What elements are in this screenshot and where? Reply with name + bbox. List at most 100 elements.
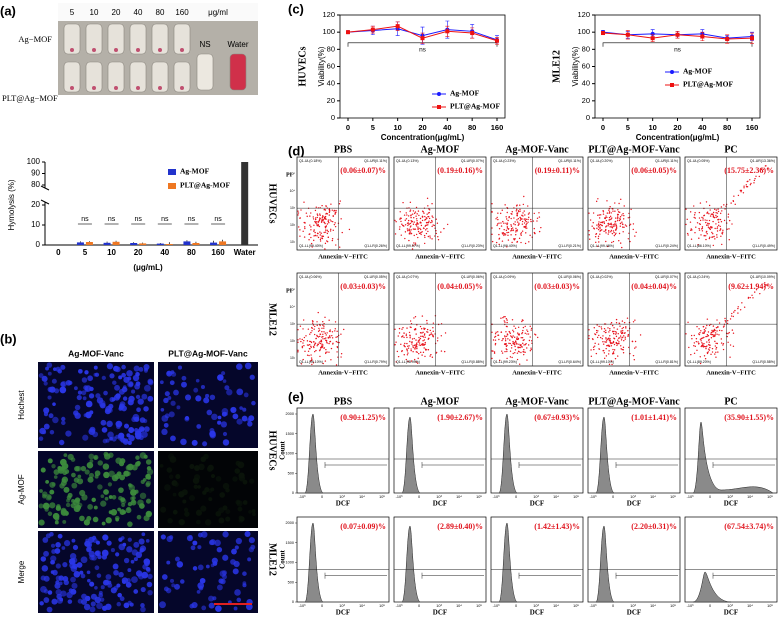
event [515,210,518,212]
event [491,203,493,205]
event [608,350,610,352]
event [737,306,739,308]
event [727,332,729,335]
cell [178,491,185,498]
x-tick-label: 10 [107,248,116,257]
y-tick-label: 120 [322,10,335,19]
cell [104,496,109,501]
event [497,331,499,333]
significance: ns [188,216,196,223]
event [402,326,404,329]
event [404,342,406,345]
event [716,234,718,236]
event [599,336,602,339]
event [634,340,637,343]
cell [86,570,91,575]
event [318,220,320,223]
cell [106,363,114,370]
event [321,237,324,240]
event [716,227,718,230]
event [599,214,602,216]
cell [40,556,47,562]
row-label: Ag-MOF [17,474,26,504]
cell [94,550,102,557]
tick-label: 10³ [290,206,296,210]
event [708,237,711,240]
event [400,217,402,220]
event [513,343,515,346]
event [600,221,602,224]
cell [47,590,53,595]
event [698,217,701,219]
event [527,330,529,333]
cell [70,457,76,462]
event [516,208,518,211]
y-axis-label: Viability(%) [571,46,580,86]
event [338,341,340,344]
cell [233,606,238,611]
event [432,224,434,226]
event [530,327,533,330]
event [496,216,498,219]
event [619,335,622,337]
event [591,338,594,340]
quadrant-label: Q1-UL(0.07%) [396,275,419,279]
event [707,222,709,225]
cell [144,384,151,392]
event [400,343,402,346]
histogram [498,413,518,494]
event [522,326,525,329]
quadrant-label: Q1-LR(0.88%) [461,360,484,364]
x-axis-label: DCF [724,500,738,508]
event [612,225,614,228]
x-tick-label: 10⁵ [767,604,773,608]
unit-label: μg/ml [208,8,228,17]
cell [164,484,171,491]
event [512,229,514,232]
event [310,242,313,245]
cell [58,581,63,586]
event [505,222,507,224]
event [516,221,519,223]
event [517,334,520,336]
cell [55,563,61,569]
cell [112,563,119,570]
event [436,340,439,342]
event [708,219,711,222]
event [517,337,520,340]
result-label: (0.03±0.03)% [534,282,580,291]
event [325,218,327,221]
y-tick-label: 80 [582,44,590,53]
quadrant-label: Q1-LR(0.58%) [752,360,775,364]
result-label: (0.19±0.11)% [535,166,580,175]
event [427,349,430,351]
marker [420,36,425,41]
event [754,291,756,293]
x-tick-label: 10³ [339,495,345,499]
cell [47,386,54,393]
event [329,230,332,232]
x-axis-label: DCF [336,609,350,617]
tube [63,23,81,55]
x-tick-label: -10³ [493,604,500,608]
event [510,234,512,236]
event [313,333,316,336]
event [706,318,709,320]
y-tick-label: 80 [327,44,335,53]
result-label: (0.19±0.16)% [437,166,483,175]
event [525,218,528,220]
event [327,219,330,221]
event [701,226,704,228]
event [514,345,516,348]
event [712,333,714,336]
cell [176,405,181,410]
event [418,352,420,355]
photo-header [58,3,258,21]
event [696,349,698,352]
event [506,223,508,226]
event [321,327,323,329]
cell [84,388,89,392]
cell [121,386,128,393]
cell [52,569,58,576]
